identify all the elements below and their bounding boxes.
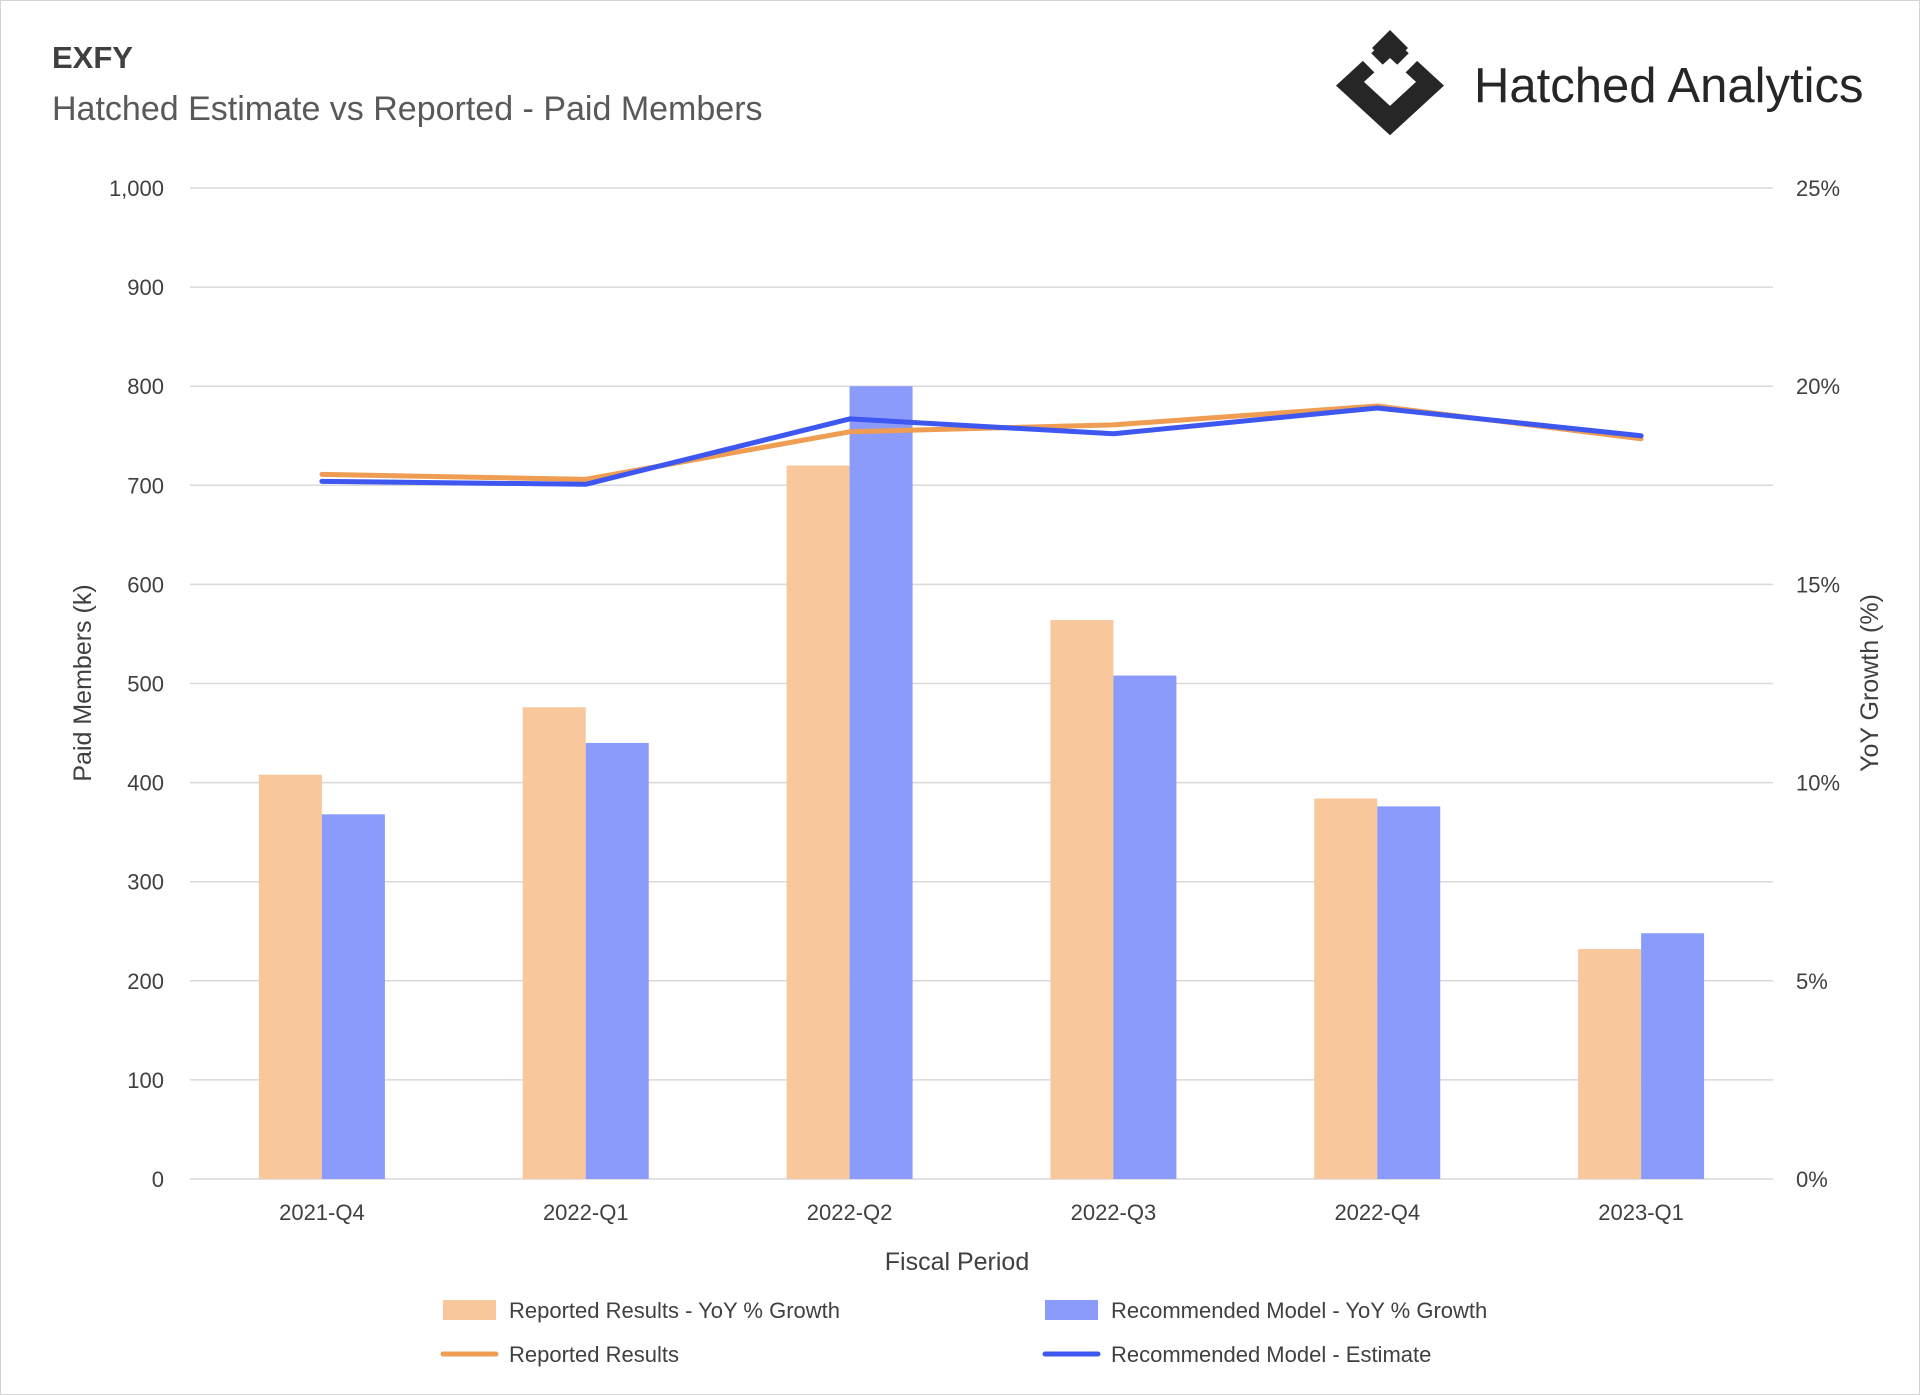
bar-reported-growth — [1050, 620, 1114, 1179]
y-tick-label: 1,000 — [109, 176, 164, 201]
y-tick-label: 200 — [127, 969, 164, 994]
bar-model-growth — [585, 742, 649, 1179]
y2-axis-title: YoY Growth (%) — [1856, 594, 1884, 772]
y2-tick-label: 10% — [1796, 771, 1840, 796]
chart-subtitle: Hatched Estimate vs Reported - Paid Memb… — [52, 90, 763, 128]
diamond-chevron-logo-icon — [1336, 30, 1444, 136]
y2-tick-label: 15% — [1796, 572, 1840, 597]
x-tick-label: 2022-Q2 — [807, 1200, 893, 1225]
y-tick-label: 400 — [127, 771, 164, 796]
x-tick-label: 2022-Q1 — [543, 1200, 629, 1225]
x-axis-title: Fiscal Period — [885, 1248, 1030, 1276]
bar-model-growth — [1641, 933, 1705, 1179]
y-tick-label: 600 — [127, 572, 164, 597]
y-tick-label: 300 — [127, 870, 164, 895]
bar-reported-growth — [1314, 798, 1378, 1179]
legend-label: Reported Results - YoY % Growth — [509, 1298, 840, 1323]
y-tick-label: 800 — [127, 374, 164, 399]
line-model-estimate — [319, 405, 1644, 487]
bar-model-growth — [1113, 675, 1177, 1179]
bar-model-growth — [321, 814, 385, 1179]
brand-name: Hatched Analytics — [1474, 59, 1864, 113]
y-tick-label: 700 — [127, 473, 164, 498]
legend-swatch — [1045, 1300, 1098, 1320]
y-tick-label: 500 — [127, 672, 164, 697]
y2-tick-label: 20% — [1796, 374, 1840, 399]
grid-lines — [190, 187, 1773, 1180]
bar-reported-growth — [786, 465, 850, 1180]
y-tick-label: 100 — [127, 1068, 164, 1093]
legend-label: Recommended Model - Estimate — [1111, 1342, 1431, 1367]
legend: Reported Results - YoY % Growth Recommend… — [440, 1298, 1487, 1367]
axes: 0 100 200 300 400 500 600 700 800 900 1,000 0% 5% 10%… — [69, 176, 1884, 1276]
legend-label: Recommended Model - YoY % Growth — [1111, 1298, 1487, 1323]
legend-label: Reported Results — [509, 1342, 679, 1367]
y-tick-label: 0 — [152, 1167, 164, 1192]
bar-model-growth — [1377, 806, 1441, 1179]
y-axis-title: Paid Members (k) — [69, 584, 97, 781]
lines — [319, 403, 1644, 487]
y2-tick-label: 25% — [1796, 176, 1840, 201]
y2-tick-label: 0% — [1796, 1167, 1828, 1192]
bar-reported-growth — [258, 774, 322, 1179]
bar-reported-growth — [522, 707, 586, 1179]
x-tick-label: 2023-Q1 — [1598, 1200, 1684, 1225]
x-tick-label: 2021-Q4 — [279, 1200, 365, 1225]
bar-reported-growth — [1578, 949, 1642, 1179]
y2-tick-label: 5% — [1796, 969, 1828, 994]
y-tick-label: 900 — [127, 275, 164, 300]
x-tick-label: 2022-Q4 — [1334, 1200, 1420, 1225]
x-tick-label: 2022-Q3 — [1071, 1200, 1157, 1225]
chart-ticker: EXFY — [52, 40, 133, 75]
bars — [258, 386, 1705, 1180]
bar-model-growth — [849, 386, 913, 1179]
legend-swatch — [443, 1300, 496, 1320]
